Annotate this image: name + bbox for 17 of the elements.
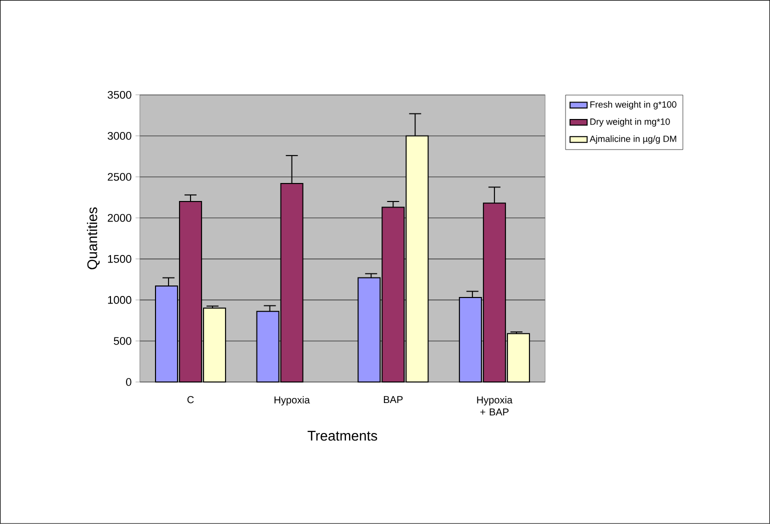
x-tick-label: BAP	[384, 396, 403, 404]
x-tick-label: C	[187, 396, 194, 404]
x-tick-label: Hypoxia + BAP	[477, 396, 513, 416]
y-tick-label: 0	[126, 378, 132, 386]
y-tick-label: 2500	[108, 173, 132, 181]
y-tick-label: 500	[114, 337, 132, 345]
y-tick-label: 2000	[108, 214, 132, 222]
x-axis-title: Treatments	[308, 430, 378, 441]
y-tick-label: 1500	[108, 255, 132, 263]
x-tick-label: Hypoxia	[274, 396, 310, 406]
y-axis-title: Quantities	[86, 207, 100, 270]
y-tick-label: 1000	[108, 296, 132, 304]
legend-label: Fresh weight in g*100	[590, 101, 676, 110]
legend-label: Ajmalicine in µg/g DM	[590, 135, 676, 144]
y-tick-label: 3500	[108, 91, 132, 99]
legend-label: Dry weight in mg*10	[590, 118, 670, 127]
y-tick-label: 3000	[108, 132, 132, 140]
